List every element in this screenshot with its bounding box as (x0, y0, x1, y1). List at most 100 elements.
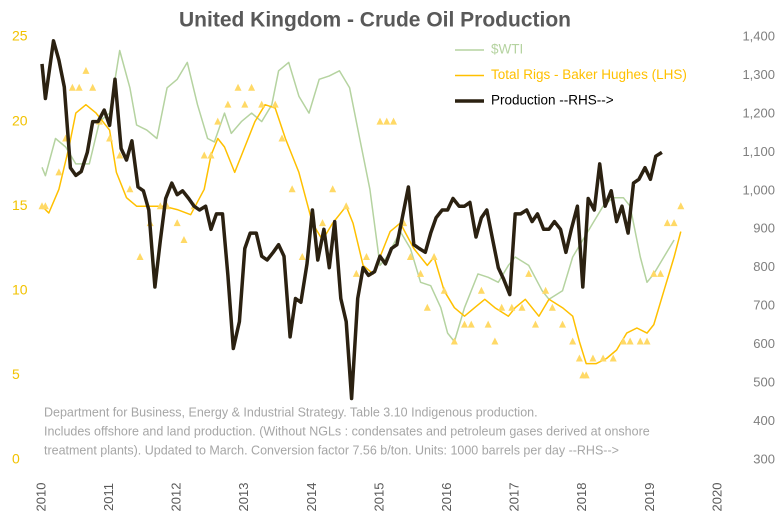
y-tick-label: 15 (12, 197, 28, 213)
note: Department for Business, Energy & Indust… (44, 405, 538, 419)
x-tick-label: 2014 (304, 483, 319, 511)
y2-tick-label: 700 (753, 298, 775, 313)
rig-marker (417, 269, 425, 277)
rig-marker (626, 337, 634, 345)
rig-marker (406, 252, 414, 260)
x-tick-label: 2011 (101, 483, 116, 511)
y-tick-label: 20 (12, 112, 28, 128)
series-line (40, 39, 663, 401)
rig-marker (258, 100, 266, 108)
rig-marker (670, 219, 678, 227)
y2-tick-label: 600 (753, 336, 775, 351)
y2-tick-label: 800 (753, 259, 775, 274)
y2-tick-label: 300 (753, 451, 775, 466)
legend-label: $WTI (491, 42, 523, 57)
rig-marker (68, 83, 76, 91)
rig-marker (477, 286, 485, 294)
rig-marker (116, 151, 124, 159)
y-tick-label: 0 (12, 451, 20, 467)
rig-marker (531, 320, 539, 328)
rig-marker (657, 269, 665, 277)
rig-marker (559, 320, 567, 328)
y2-tick-label: 1,400 (742, 28, 775, 43)
rig-marker (55, 168, 63, 176)
y2-tick-label: 1,000 (742, 182, 775, 197)
rig-marker (461, 320, 468, 328)
rig-marker (376, 117, 384, 125)
rig-marker (234, 83, 242, 91)
rig-marker (136, 252, 144, 260)
rig-marker (508, 303, 516, 311)
x-tick-label: 2010 (33, 483, 48, 511)
note: Includes offshore and land production. (… (44, 424, 650, 438)
rig-marker (467, 320, 475, 328)
rig-marker (430, 252, 438, 260)
legend-label: Production --RHS--> (491, 93, 614, 108)
rig-marker (677, 202, 685, 210)
rig-marker (362, 252, 370, 260)
rig-marker (224, 100, 232, 108)
y-tick-label: 10 (12, 282, 28, 298)
rig-marker (525, 269, 533, 277)
rig-marker (650, 269, 658, 277)
y-tick-label: 5 (12, 366, 20, 382)
rig-marker (126, 185, 134, 193)
rig-marker (643, 337, 651, 345)
x-tick-label: 2017 (507, 483, 522, 511)
rig-marker (491, 337, 499, 345)
rig-marker (450, 337, 458, 345)
y2-tick-label: 500 (753, 375, 775, 390)
rig-marker (423, 303, 431, 311)
rig-marker (41, 202, 49, 210)
rig-marker (207, 151, 215, 159)
rig-marker (599, 354, 607, 362)
rig-marker (609, 354, 617, 362)
rig-marker (498, 303, 506, 311)
rig-marker (619, 337, 627, 345)
rig-marker (484, 320, 492, 328)
rig-marker (156, 202, 164, 210)
y2-tick-label: 1,300 (742, 67, 775, 82)
series-line (41, 49, 675, 343)
chart-title: United Kingdom - Crude Oil Production (179, 9, 571, 32)
series-line (41, 103, 682, 365)
y2-tick-label: 1,100 (742, 144, 775, 159)
rig-marker (106, 134, 114, 142)
x-tick-label: 2016 (439, 483, 454, 511)
y-tick-label: 25 (12, 28, 28, 44)
rig-marker (663, 219, 671, 227)
x-tick-label: 2015 (371, 483, 386, 511)
rig-marker (329, 185, 337, 193)
rig-marker (569, 337, 577, 345)
x-tick-label: 2020 (709, 483, 724, 511)
rig-marker (352, 269, 360, 277)
x-tick-label: 2018 (574, 483, 589, 511)
y2-tick-label: 1,200 (742, 105, 775, 120)
rig-marker (589, 354, 597, 362)
legend-label: Total Rigs - Baker Hughes (LHS) (491, 67, 687, 82)
rig-marker (582, 371, 590, 379)
rig-marker (288, 185, 296, 193)
rig-marker (75, 83, 83, 91)
y2-tick-label: 400 (753, 413, 775, 428)
rig-marker (319, 219, 327, 227)
rig-marker (575, 354, 583, 362)
y2-tick-label: 900 (753, 221, 775, 236)
rig-marker (542, 286, 550, 294)
rig-marker (383, 117, 391, 125)
rig-marker (89, 83, 97, 91)
rig-marker (241, 100, 249, 108)
rig-marker (248, 83, 256, 91)
rig-marker (271, 100, 279, 108)
x-tick-label: 2012 (169, 483, 184, 511)
rig-marker (548, 303, 556, 311)
rig-marker (278, 134, 286, 142)
rig-marker (200, 151, 208, 159)
x-tick-label: 2019 (642, 483, 657, 511)
rig-marker (180, 236, 188, 244)
rig-marker (636, 337, 644, 345)
rig-marker (214, 117, 222, 125)
rig-marker (298, 252, 306, 260)
rig-marker (82, 66, 90, 74)
